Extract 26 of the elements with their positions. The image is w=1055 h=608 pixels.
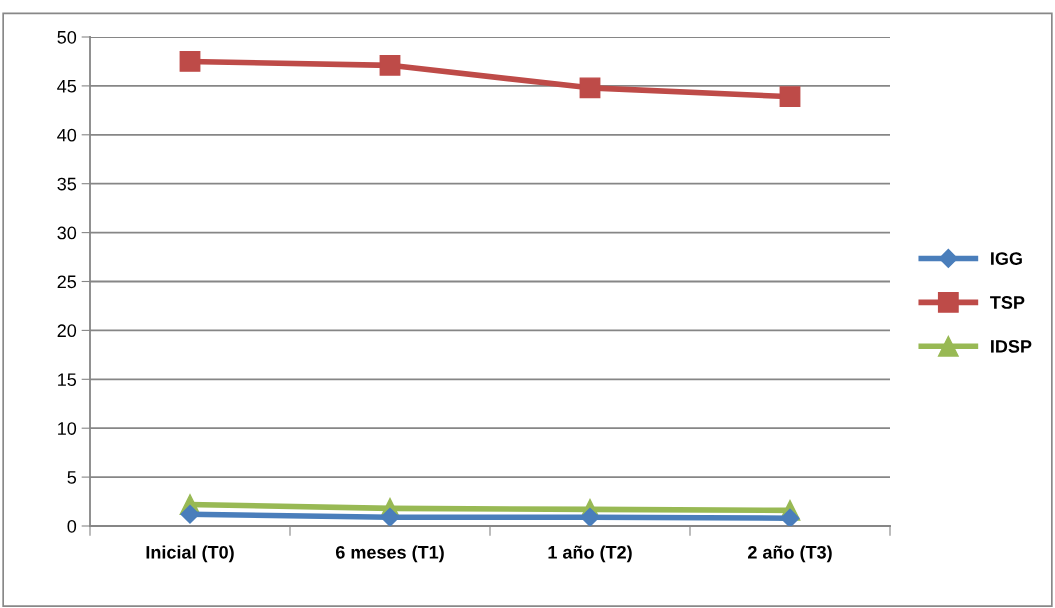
legend-label: IGG — [991, 252, 1022, 265]
y-tick-label: 20 — [57, 324, 77, 338]
y-tick-label: 5 — [67, 471, 77, 484]
y-tick-label: 25 — [57, 275, 77, 289]
point — [180, 504, 200, 524]
point — [780, 508, 800, 526]
y-tick-label: 45 — [57, 80, 77, 93]
y-tick-label: 50 — [57, 30, 77, 44]
legend-label: IDSP — [991, 339, 1032, 353]
y-tick-label: 35 — [57, 177, 77, 191]
point — [579, 77, 601, 99]
point — [379, 54, 401, 76]
point — [580, 507, 600, 526]
x-tick-label: 2 año (T3) — [748, 545, 832, 563]
y-tick-label: 10 — [58, 422, 77, 435]
point — [779, 86, 801, 108]
x-tick-label: 6 meses (T1) — [335, 545, 444, 563]
y-tick-label: 0 — [67, 519, 77, 533]
y-tick-label: 40 — [57, 128, 77, 142]
legend-label: TSP — [990, 296, 1025, 309]
y-tick-label: 15 — [58, 373, 77, 387]
y-tick-label: 30 — [57, 226, 77, 240]
point — [179, 51, 201, 72]
point — [380, 507, 400, 526]
x-tick-label: Inicial (T0) — [146, 545, 234, 563]
x-tick-label: 1 año (T2) — [548, 545, 632, 563]
